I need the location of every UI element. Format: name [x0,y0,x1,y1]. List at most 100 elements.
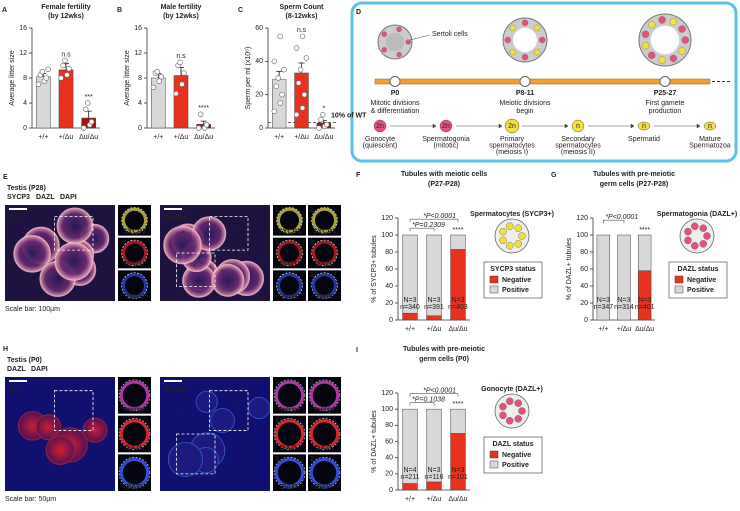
bar-segment [450,433,466,491]
chart-title: Tubules with meiotic cells [401,171,487,178]
cartoon-cell [514,415,522,423]
scale-caption: Scale bar: 50µm [5,496,56,503]
significance-label: * [322,106,325,113]
y-tick-label: 20 [255,92,263,99]
x-tick-label: +/+ [598,326,608,333]
data-point [271,108,278,115]
chart-title: Male fertility [161,4,202,11]
legend-label: Negative [687,277,716,284]
cartoon-cell [499,236,507,245]
stage-caption: & differentiation [371,108,420,115]
inset-outline [311,207,338,234]
cell-label: Spermatozoa [689,142,731,149]
data-point [35,81,42,87]
significance-label: **** [453,401,464,408]
bar-segment [450,408,466,434]
panel-letter: A [2,7,7,14]
cell-label: spermatocytes [555,142,601,149]
legend-label: Positive [502,287,529,294]
cell-symbol: n [642,123,646,130]
y-tick-label: 80 [385,422,393,429]
y-tick-label: 16 [19,25,27,32]
cell-label: (meiosis II) [561,149,595,156]
cell-symbol: 2n [442,123,450,130]
cell-label: Spermatid [628,136,660,143]
zoom-box [54,390,94,431]
tubule [56,207,94,245]
x-tick-label: +/Δu [59,134,74,141]
inset-label: DAPI [281,484,298,491]
bar-segment [402,312,418,321]
data-point [58,75,64,81]
legend-label: Positive [687,287,714,294]
data-point [299,105,306,111]
bar-note: N=3 [451,297,464,304]
germ-cell [533,24,541,32]
y-tick-label: 20 [580,300,588,307]
stain-label: DAPI [60,194,77,201]
y-tick-label: 60 [385,438,393,445]
inset-outline [121,239,148,267]
inset-number: 2 [310,240,314,247]
data-point [39,68,46,75]
bar-note: n=101 [448,474,468,481]
chart-subtitle: (P27-P28) [428,181,460,188]
data-point [301,91,308,98]
stage-label: P0 [391,90,400,97]
stat-label: *P<0.0001 [605,214,638,221]
data-point [173,90,179,97]
inset-number: 1 [275,379,279,386]
inset-signal [274,419,305,449]
stat-bracket [409,218,459,223]
germ-cell [648,51,656,59]
y-tick-label: 8 [23,75,27,82]
y-tick-label: 4 [23,100,27,107]
cartoon-cell [499,402,507,411]
germ-cell [396,26,402,33]
legend-swatch [489,275,499,284]
germ-cell [405,39,411,45]
tubule [45,435,76,466]
data-point [271,58,278,65]
y-tick-label: 0 [584,317,588,324]
cartoon-cell [518,232,526,240]
inset-outline [273,379,306,412]
data-point [177,59,183,66]
x-tick-label: +/+ [153,134,163,141]
data-point [45,66,52,72]
inset-signal [119,419,150,449]
cartoon-cell [699,240,707,248]
data-point [277,33,283,40]
y-tick-label: 12 [19,50,27,57]
y-tick-label: 120 [381,390,393,397]
tubule [195,390,218,413]
germ-cell [539,36,546,44]
inset-label: merge [314,407,335,414]
tubule [209,408,235,434]
cartoon-cell [691,242,699,250]
zoom-box [209,216,249,251]
inset-label: DAPI [126,484,143,491]
cartoon-cell [499,411,507,420]
x-tick-label: Δu/Δu [194,134,213,141]
panel-letter: D [356,9,361,16]
inset-label: DAPI [316,484,333,491]
cell-icon [637,121,651,131]
data-point [62,57,68,64]
chart-title: Female fertility [41,4,91,11]
chart-subtitle: germ cells (P0) [419,356,469,363]
tubule [82,417,108,443]
data-point [82,106,89,112]
tubule-marker: * [193,448,196,455]
germ-cell [669,17,678,26]
stage-caption: begin [516,108,533,115]
significance-label: **** [453,227,464,234]
bar-segment [426,315,442,321]
y-tick-label: 100 [381,406,393,413]
stain-label: DAPI [31,366,48,373]
bar-segment [450,234,466,250]
cartoon-cell [684,227,692,236]
y-tick-label: 0 [23,125,27,132]
legend-title: DAZL status [677,266,718,273]
cell-symbol: 2n [508,123,516,130]
